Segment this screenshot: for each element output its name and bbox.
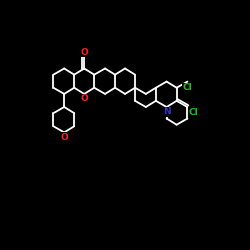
Text: N: N xyxy=(163,107,170,116)
Text: Cl: Cl xyxy=(189,108,198,117)
Text: O: O xyxy=(80,94,88,103)
Text: O: O xyxy=(60,132,68,141)
Text: Cl: Cl xyxy=(182,83,192,92)
Text: O: O xyxy=(80,48,88,57)
